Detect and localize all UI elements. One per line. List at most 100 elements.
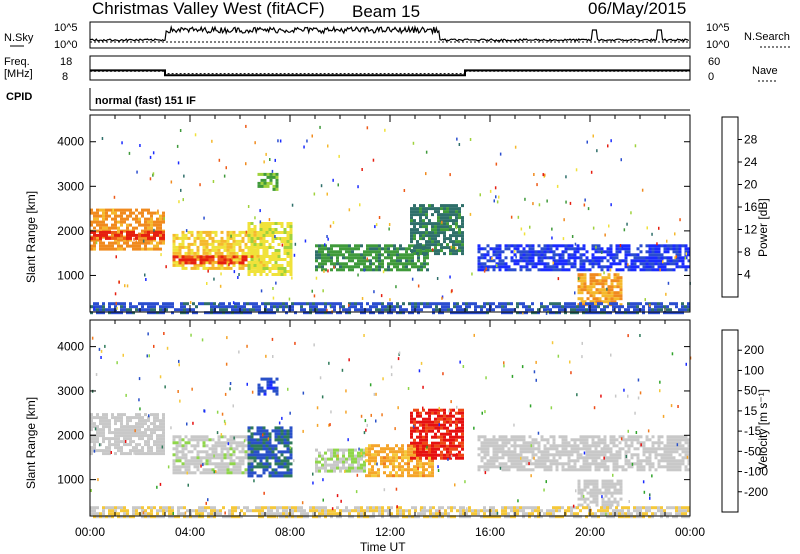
heatmap-cell [429,305,432,309]
heatmap-cell [286,447,290,451]
heatmap-cell [396,256,399,260]
heatmap-cell [286,270,290,273]
heatmap-cell [461,456,464,460]
heatmap-cell [413,444,416,448]
heatmap-cell [123,241,126,245]
heatmap-cell [619,497,623,501]
heatmap-cell [449,237,452,241]
heatmap-cell [268,225,272,228]
heatmap-cell [519,253,523,257]
heatmap-cell [642,444,646,448]
heatmap-cell [135,244,138,248]
heatmap-cell [181,465,185,469]
heatmap-cell [592,297,596,301]
heatmap-cell [654,268,658,272]
heatmap-cell [150,449,153,453]
heatmap-cell [111,236,114,240]
heatmap-cell [175,456,179,460]
heatmap-cell [181,462,185,466]
heatmap-cell [486,308,489,312]
heatmap-cell [152,151,155,155]
heatmap-cell [446,243,449,247]
heatmap-cell [607,285,611,289]
heatmap-cell [372,262,375,266]
heatmap-cell [434,411,437,415]
heatmap-cell [416,462,419,466]
heatmap-cell [178,200,180,204]
heatmap-cell [277,273,281,276]
heatmap-cell [604,479,608,483]
heatmap-cell [129,428,132,432]
heatmap-cell [510,259,514,263]
heatmap-cell [211,438,215,442]
heatmap-cell [419,420,422,424]
heatmap-cell [678,253,682,257]
heatmap-cell [360,448,363,452]
heatmap-cell [256,447,260,451]
heatmap-cell [604,503,608,507]
heatmap-cell [238,263,242,267]
heatmap-cell [441,302,444,306]
heatmap-cell [144,419,147,423]
heatmap-cell [684,247,688,251]
heatmap-cell [443,231,446,235]
heatmap-cell [247,264,251,267]
heatmap-cell [458,435,461,439]
heatmap-cell [272,175,276,179]
heatmap-cell [196,450,200,454]
heatmap-cell [234,305,237,309]
heatmap-cell [289,273,293,276]
heatmap-cell [129,515,132,519]
heatmap-cell [214,230,218,234]
heatmap-cell [129,214,132,218]
heatmap-cell [425,249,428,253]
heatmap-cell [339,305,342,309]
heatmap-cell [443,237,446,241]
heatmap-cell [489,462,493,466]
heatmap-cell [226,471,230,475]
heatmap-cell [570,444,574,448]
heatmap-cell [150,238,153,242]
heatmap-cell [135,214,138,218]
heatmap-cell [525,256,529,260]
heatmap-cell [580,288,584,292]
heatmap-cell [225,166,227,170]
heatmap-cell [268,231,272,234]
heatmap-cell [585,435,589,439]
heatmap-cell [205,251,209,255]
heatmap-cell [621,259,625,263]
heatmap-cell [519,465,523,469]
heatmap-cell [422,207,425,211]
heatmap-cell [669,468,673,472]
heatmap-cell [537,262,541,266]
heatmap-cell [105,422,108,426]
heatmap-cell [96,211,99,215]
heatmap-cell [354,262,357,266]
heatmap-cell [627,268,631,272]
heatmap-cell [601,276,605,280]
heatmap-cell [203,216,205,220]
heatmap-cell [465,308,468,312]
heatmap-cell [187,441,191,445]
heatmap-cell [450,245,452,249]
heatmap-cell [129,308,132,312]
heatmap-cell [105,515,108,519]
heatmap-cell [225,305,228,309]
heatmap-cell [678,468,682,472]
heatmap-cell [630,262,634,266]
heatmap-cell [126,233,129,237]
heatmap-cell [147,308,150,312]
heatmap-cell [226,468,230,472]
heatmap-cell [238,242,242,246]
heatmap-cell [147,440,150,444]
heatmap-cell [672,468,676,472]
heatmap-cell [672,444,676,448]
heatmap-cell [253,444,257,448]
heatmap-cell [663,247,667,251]
heatmap-cell [126,244,129,248]
heatmap-cell [651,265,655,269]
heatmap-cell [117,440,120,444]
heatmap-cell [516,465,520,469]
heatmap-cell [102,452,105,456]
heatmap-cell [507,456,511,460]
